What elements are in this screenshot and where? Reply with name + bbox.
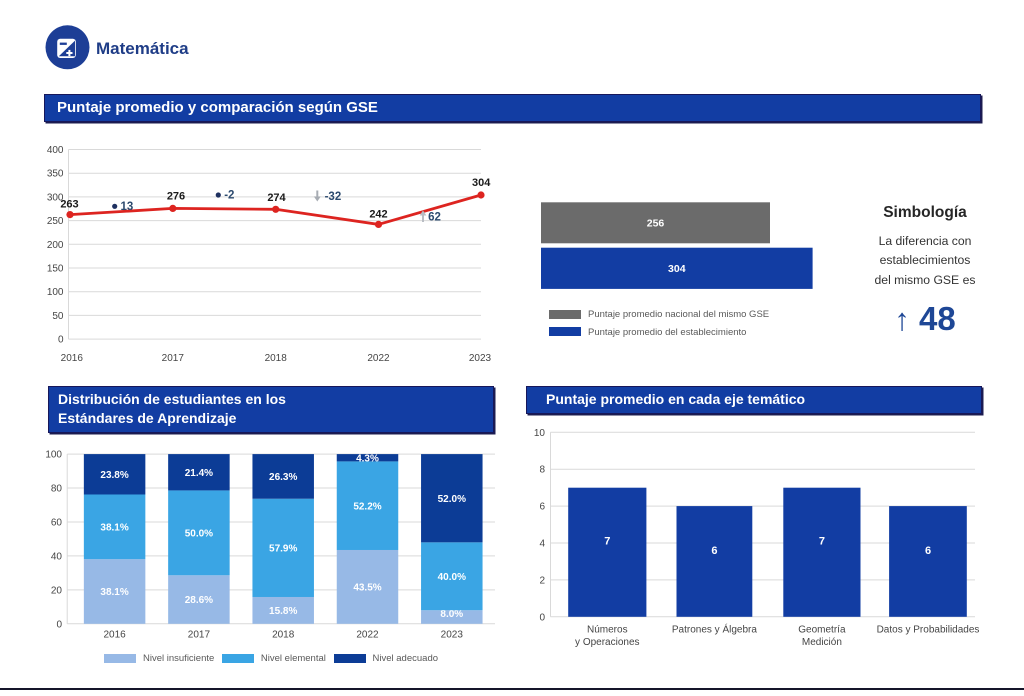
svg-text:57.9%: 57.9%	[269, 543, 297, 554]
svg-text:242: 242	[369, 208, 387, 220]
svg-text:350: 350	[47, 169, 64, 180]
svg-text:23.8%: 23.8%	[100, 470, 128, 481]
svg-text:2022: 2022	[367, 353, 390, 364]
svg-text:80: 80	[51, 484, 63, 495]
svg-text:276: 276	[167, 190, 185, 202]
svg-text:0: 0	[539, 612, 545, 623]
svg-text:Geometría: Geometría	[798, 625, 846, 636]
svg-text:0: 0	[58, 335, 64, 346]
svg-text:-32: -32	[325, 191, 342, 203]
svg-text:52.2%: 52.2%	[353, 501, 381, 512]
svg-text:Medición: Medición	[802, 637, 842, 648]
svg-text:2018: 2018	[272, 630, 295, 641]
svg-text:2023: 2023	[469, 353, 492, 364]
svg-text:50: 50	[52, 311, 64, 322]
svg-text:38.1%: 38.1%	[100, 522, 128, 533]
svg-text:21.4%: 21.4%	[185, 468, 213, 479]
svg-text:10: 10	[534, 428, 546, 439]
svg-text:304: 304	[472, 177, 491, 189]
svg-text:6: 6	[539, 502, 545, 513]
svg-text:2016: 2016	[61, 353, 84, 364]
svg-text:263: 263	[60, 199, 78, 211]
svg-text:256: 256	[647, 218, 665, 230]
svg-text:13: 13	[121, 201, 134, 213]
svg-text:Patrones y Álgebra: Patrones y Álgebra	[672, 623, 757, 636]
svg-text:0: 0	[56, 619, 62, 630]
svg-text:2016: 2016	[103, 630, 126, 641]
svg-text:100: 100	[47, 287, 64, 298]
svg-text:50.0%: 50.0%	[185, 528, 213, 539]
svg-text:300: 300	[47, 192, 64, 203]
svg-text:20: 20	[51, 585, 63, 596]
svg-text:15.8%: 15.8%	[269, 606, 297, 617]
svg-text:y Operaciones: y Operaciones	[575, 637, 639, 648]
svg-text:4.3%: 4.3%	[356, 453, 379, 464]
svg-text:250: 250	[47, 216, 64, 227]
svg-text:60: 60	[51, 518, 63, 529]
svg-text:Números: Números	[587, 625, 628, 636]
svg-text:-2: -2	[224, 190, 234, 202]
svg-text:7: 7	[819, 536, 825, 548]
svg-text:28.6%: 28.6%	[185, 595, 213, 606]
svg-text:6: 6	[925, 545, 931, 557]
svg-text:2017: 2017	[162, 353, 185, 364]
svg-text:274: 274	[267, 192, 286, 204]
svg-text:2017: 2017	[188, 630, 211, 641]
svg-text:2: 2	[539, 575, 545, 586]
svg-text:7: 7	[604, 536, 610, 548]
svg-text:Datos y Probabilidades: Datos y Probabilidades	[877, 625, 980, 636]
svg-text:40.0%: 40.0%	[438, 572, 466, 583]
svg-text:6: 6	[711, 545, 717, 557]
svg-text:26.3%: 26.3%	[269, 472, 297, 483]
svg-text:100: 100	[45, 450, 62, 461]
svg-text:52.0%: 52.0%	[438, 494, 466, 505]
svg-text:150: 150	[47, 264, 64, 275]
svg-text:43.5%: 43.5%	[353, 582, 381, 593]
svg-text:400: 400	[47, 145, 64, 156]
svg-text:62: 62	[428, 211, 441, 223]
svg-text:2023: 2023	[441, 630, 464, 641]
svg-text:200: 200	[47, 240, 64, 251]
svg-text:2018: 2018	[265, 353, 288, 364]
svg-text:8.0%: 8.0%	[440, 609, 463, 620]
svg-text:38.1%: 38.1%	[100, 587, 128, 598]
svg-text:40: 40	[51, 551, 63, 562]
svg-text:2022: 2022	[356, 630, 379, 641]
svg-text:4: 4	[539, 539, 545, 550]
svg-text:304: 304	[668, 263, 686, 275]
svg-text:8: 8	[539, 465, 545, 476]
